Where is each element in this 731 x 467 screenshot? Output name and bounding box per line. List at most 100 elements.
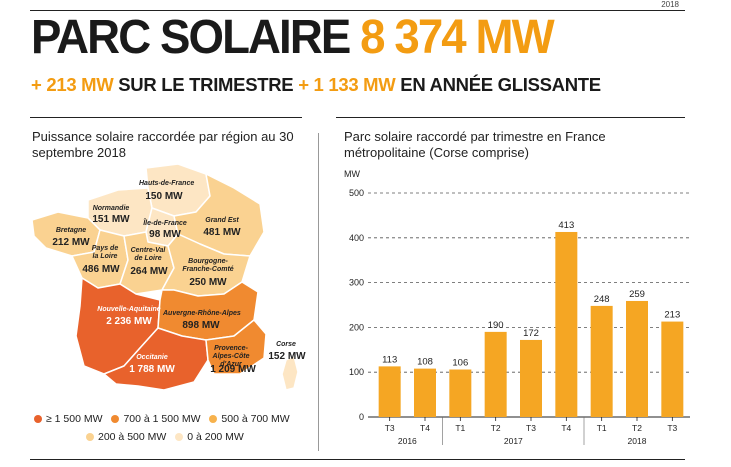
map-title: Puissance solaire raccordée par région a…	[32, 129, 294, 160]
label-centre-val-de-loire: Centre-Val de Loire	[130, 247, 166, 262]
bar-value-label: 248	[594, 294, 610, 305]
x-tick-label: T3	[667, 423, 677, 433]
value-paca: 1 209 MW	[210, 364, 256, 375]
y-tick-label: 0	[359, 412, 364, 422]
bar	[661, 321, 684, 417]
year-label: EN ANNÉE GLISSANTE	[400, 74, 601, 95]
france-region-map	[31, 163, 299, 391]
label-bretagne: Bretagne	[55, 227, 87, 234]
bar	[590, 305, 613, 417]
page-title: PARC SOLAIRE 8 374 MW	[31, 11, 555, 64]
value-ile-de-france: 98 MW	[149, 229, 181, 240]
quarterly-bar-chart: MW 0 100 200 300 400 500 113 T3 108 T4 106 T1 190 T2…	[344, 169, 690, 446]
year-group-label: 2017	[504, 436, 523, 446]
title-main: PARC SOLAIRE	[31, 11, 351, 64]
value-bretagne: 212 MW	[52, 237, 90, 248]
label-grand-est: Grand Est	[205, 217, 239, 224]
bar-value-label: 413	[558, 220, 574, 231]
y-axis-unit: MW	[344, 169, 360, 179]
region-paca	[205, 319, 267, 375]
legend-swatch	[175, 433, 184, 441]
bar	[378, 366, 401, 417]
value-centre-val-de-loire: 264 MW	[130, 266, 168, 277]
value-hauts-de-france: 150 MW	[145, 191, 183, 202]
y-tick-label: 200	[349, 322, 364, 332]
bar-value-label: 108	[417, 357, 433, 368]
bar-value-label: 172	[523, 328, 539, 339]
bar	[414, 368, 436, 417]
label-bourgogne-franche-comte: Bourgogne-Franche-Comté	[182, 258, 234, 273]
bar-value-label: 213	[664, 310, 680, 321]
label-auvergne-rhone-alpes: Auvergne-Rhône-Alpes	[163, 310, 241, 317]
value-corse: 152 MW	[268, 351, 306, 362]
legend-label: ≥ 1 500 MW	[46, 413, 103, 425]
year-value: + 1 133 MW	[298, 74, 396, 95]
x-tick-label: T3	[385, 423, 395, 433]
label-layer: 113 T3 108 T4 106 T1 190 T2 172 T3 413 T4 248 T1 259 T2…	[382, 220, 680, 446]
map-legend-row-2: 200 à 500 MW 0 à 200 MW	[86, 431, 250, 444]
value-auvergne-rhone-alpes: 898 MW	[182, 320, 220, 331]
legend-swatch	[209, 415, 218, 423]
legend-item: ≥ 1 500 MW	[34, 413, 103, 425]
bar-layer	[378, 231, 684, 417]
label-ile-de-france: Île-de-France	[143, 220, 187, 227]
x-tick-label: T1	[455, 423, 465, 433]
legend-item: 500 à 700 MW	[209, 413, 290, 425]
x-tick-label: T4	[420, 423, 430, 433]
legend-swatch	[86, 433, 94, 441]
region-corse	[281, 355, 299, 391]
map-legend-row-1: ≥ 1 500 MW 700 à 1 500 MW 500 à 700 MW	[34, 413, 296, 426]
x-tick-label: T2	[491, 423, 501, 433]
legend-label: 500 à 700 MW	[221, 413, 290, 425]
bar-value-label: 106	[452, 358, 468, 369]
label-corse: Corse	[276, 341, 296, 348]
year-group-label: 2016	[398, 436, 417, 446]
value-pays-de-la-loire: 486 MW	[82, 264, 120, 275]
value-nouvelle-aquitaine: 2 236 MW	[106, 316, 152, 327]
year-tag: 2018	[661, 0, 679, 9]
chart-title: Parc solaire raccordé par trimestre en F…	[344, 129, 606, 160]
value-bourgogne-franche-comte: 250 MW	[189, 277, 227, 288]
x-tick-label: T4	[561, 423, 571, 433]
x-tick-label: T2	[632, 423, 642, 433]
bar	[449, 369, 472, 417]
value-occitanie: 1 788 MW	[129, 364, 175, 375]
label-nouvelle-aquitaine: Nouvelle-Aquitaine	[97, 306, 161, 313]
y-tick-label: 500	[349, 188, 364, 198]
bar-value-label: 190	[488, 320, 504, 331]
legend-swatch	[111, 415, 120, 423]
quarter-value: + 213 MW	[31, 74, 114, 95]
top-rule	[30, 10, 685, 11]
y-tick-label: 400	[349, 233, 364, 243]
legend-item: 0 à 200 MW	[175, 431, 244, 443]
legend-swatch	[34, 415, 42, 423]
bar	[520, 339, 542, 417]
legend-label: 200 à 500 MW	[98, 431, 167, 443]
x-tick-label: T1	[597, 423, 607, 433]
y-tick-label: 100	[349, 367, 364, 377]
legend-item: 200 à 500 MW	[86, 431, 166, 443]
bar-value-label: 259	[629, 289, 645, 300]
bottom-rule	[30, 459, 685, 460]
legend-item: 700 à 1 500 MW	[111, 413, 201, 425]
label-occitanie: Occitanie	[136, 354, 168, 361]
value-grand-est: 481 MW	[203, 227, 241, 238]
x-tick-label: T3	[526, 423, 536, 433]
label-paca: Provence-Alpes-Côte d'Azur	[212, 345, 250, 368]
label-pays-de-la-loire: Pays de la Loire	[91, 245, 119, 260]
year-group-label: 2018	[628, 436, 647, 446]
quarter-label: SUR LE TRIMESTRE	[118, 74, 294, 95]
page-subtitle: + 213 MW SUR LE TRIMESTRE + 1 133 MW EN …	[31, 74, 601, 95]
legend-label: 0 à 200 MW	[187, 431, 244, 443]
chart-section-rule	[336, 117, 685, 118]
vertical-divider	[318, 133, 319, 451]
bar	[484, 331, 507, 417]
map-section-rule	[30, 117, 302, 118]
legend-label: 700 à 1 500 MW	[123, 413, 201, 425]
label-normandie: Normandie	[92, 205, 130, 212]
y-tick-label: 300	[349, 278, 364, 288]
bar	[626, 300, 648, 417]
label-hauts-de-france: Hauts-de-France	[139, 180, 195, 187]
bar-value-label: 113	[382, 354, 397, 365]
value-normandie: 151 MW	[92, 214, 130, 225]
